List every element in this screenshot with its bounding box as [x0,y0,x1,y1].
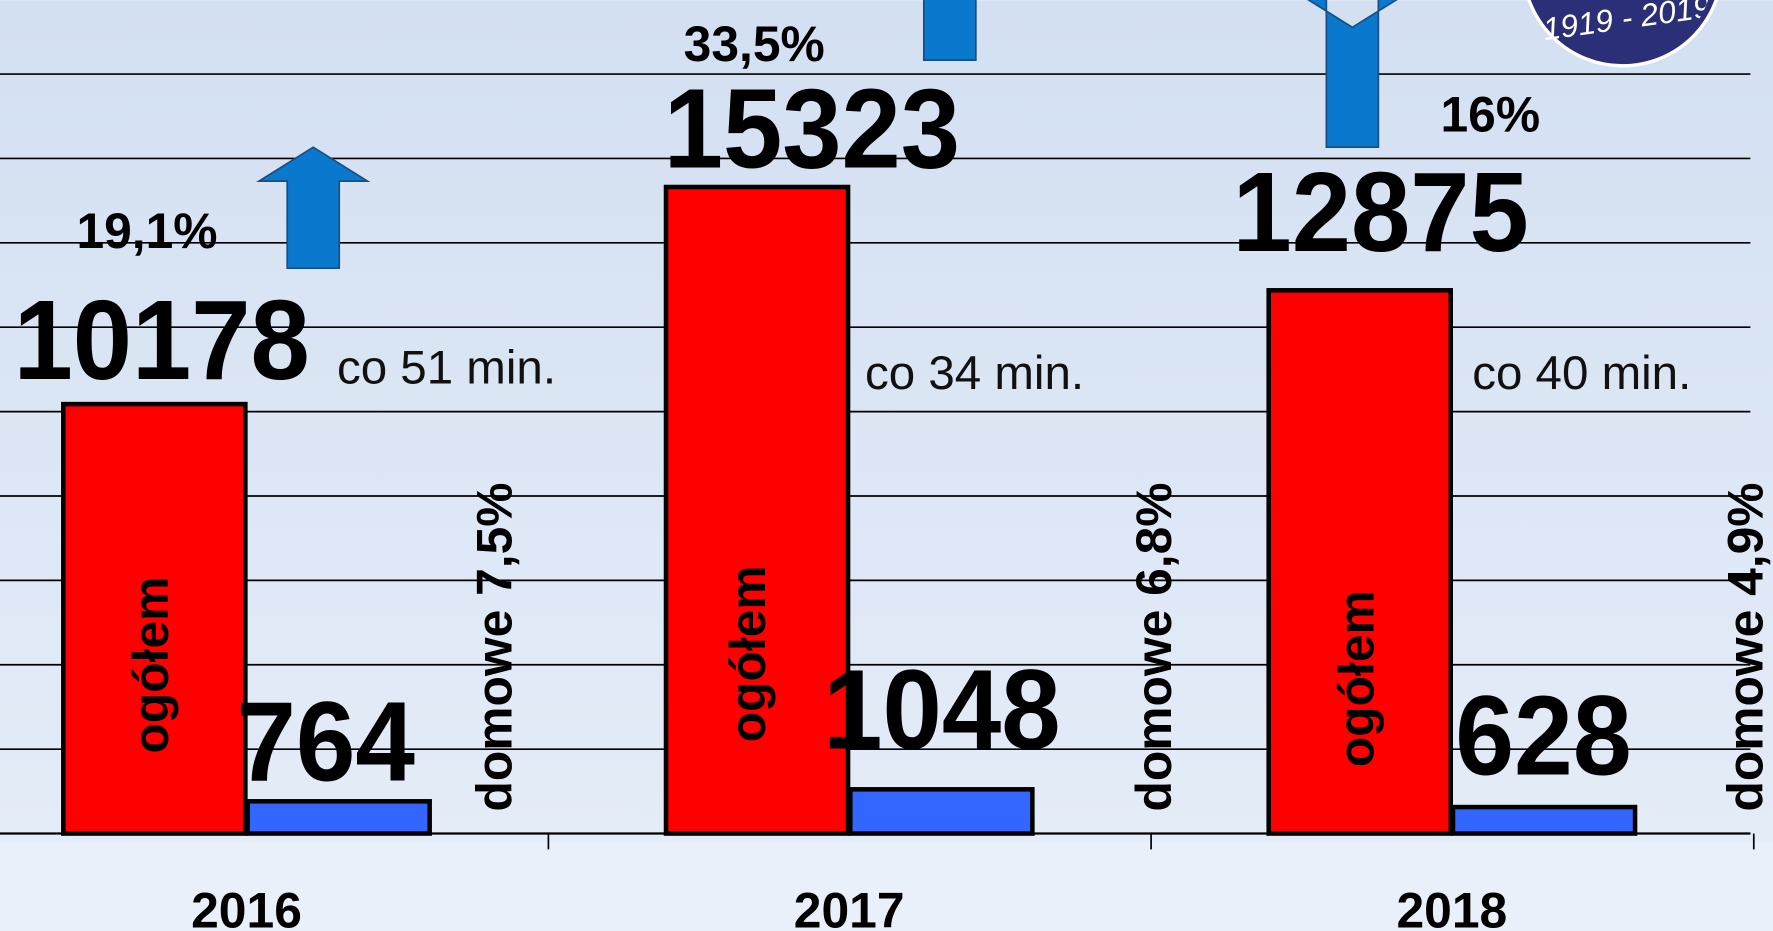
share-value: 4,9% [1717,482,1773,595]
value-label: 10178 [14,277,310,403]
change-arrow [1307,0,1398,149]
frequency-label: co 51 min. [337,342,556,395]
bar [848,787,1035,836]
value-label: 764 [236,678,415,804]
value-label: 15323 [664,66,960,192]
logo: 1919 - 2019 [1527,0,1718,68]
share-label: domowe 6,8% [1126,482,1182,811]
bar [61,401,248,836]
value-label: 628 [1455,673,1631,799]
share-label: domowe 7,5% [467,482,523,811]
series-name: domowe [1126,610,1182,812]
axis-band [0,842,1773,931]
x-tick-label: 2016 [191,882,302,931]
bar [663,184,851,836]
share-value: 7,5% [467,482,523,595]
share-label: domowe 4,9% [1717,482,1773,811]
frequency-label: co 40 min. [1472,347,1691,400]
x-tick-label: 2017 [794,882,905,931]
change-label: 16% [1441,86,1541,142]
series-label: ogółem [720,565,776,742]
change-arrow [255,146,371,270]
series-label: ogółem [123,577,179,754]
series-label: ogółem [1328,590,1384,767]
x-tick-label: 2018 [1396,882,1507,931]
frequency-label: co 34 min. [865,347,1084,400]
value-label: 12875 [1233,149,1529,275]
series-name: domowe [467,610,523,812]
logo-circle [1527,0,1718,68]
series-name: domowe [1717,610,1773,812]
share-value: 6,8% [1126,482,1182,595]
bar [245,799,432,836]
value-label: 1048 [823,647,1060,773]
change-label: 33,5% [684,16,825,72]
change-label: 19,1% [76,203,217,259]
change-arrow [922,0,977,61]
bar [1450,804,1638,836]
